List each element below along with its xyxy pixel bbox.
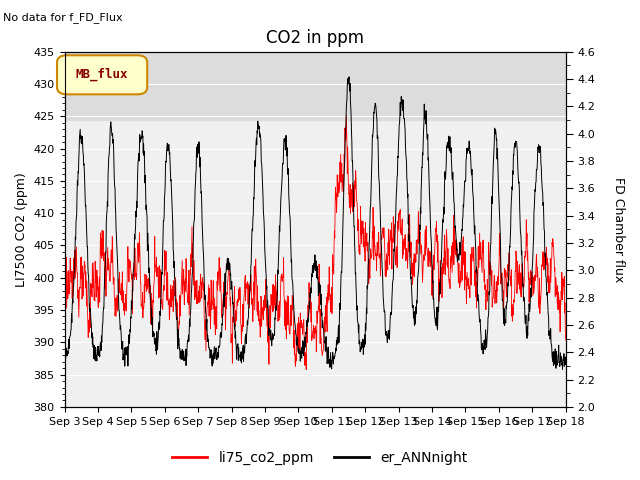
Y-axis label: FD Chamber flux: FD Chamber flux: [612, 177, 625, 282]
Text: MB_flux: MB_flux: [76, 68, 129, 82]
Legend: li75_co2_ppm, er_ANNnight: li75_co2_ppm, er_ANNnight: [167, 445, 473, 471]
Y-axis label: LI7500 CO2 (ppm): LI7500 CO2 (ppm): [15, 172, 28, 287]
Title: CO2 in ppm: CO2 in ppm: [266, 29, 364, 48]
Bar: [65, 52, 566, 120]
FancyBboxPatch shape: [57, 55, 147, 95]
Text: No data for f_FD_Flux: No data for f_FD_Flux: [3, 12, 123, 23]
